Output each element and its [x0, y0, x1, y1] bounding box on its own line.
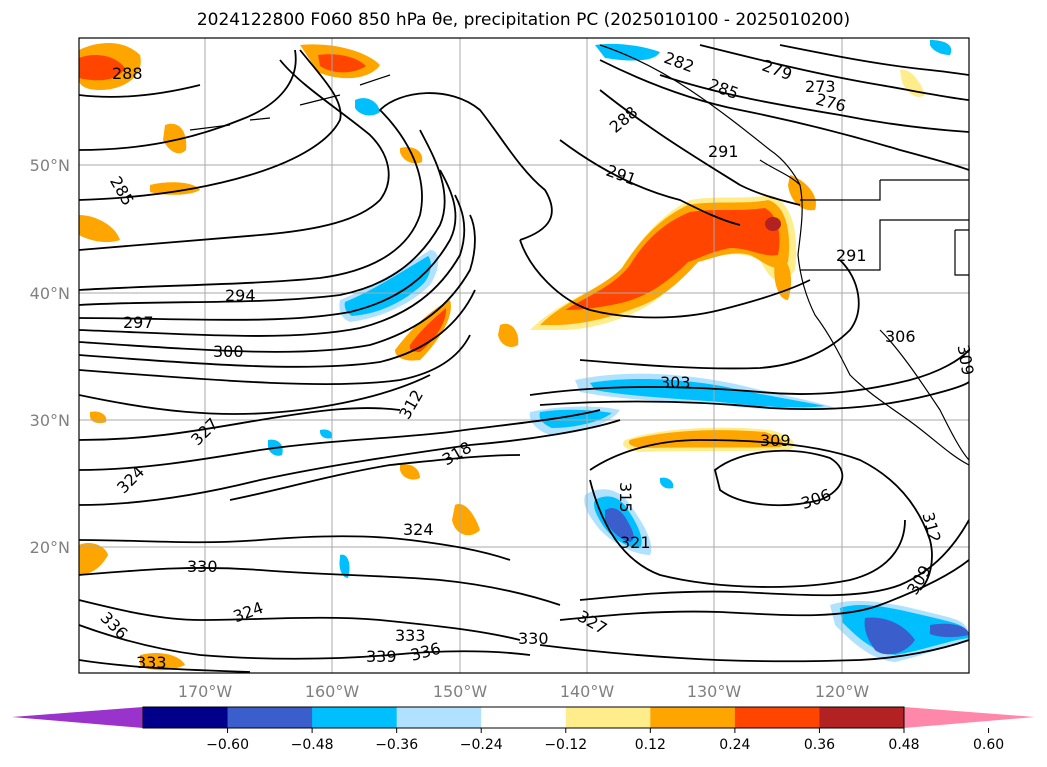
map-title: 2024122800 F060 850 hPa θe, precipitatio… — [196, 10, 851, 30]
colorbar-cells — [143, 707, 905, 728]
theta-e-contours — [79, 44, 969, 673]
contour-label: 288 — [112, 64, 143, 83]
colorbar-extend-low — [12, 707, 143, 728]
lat-tick-30: 30°N — [30, 411, 70, 430]
contour-label: 324 — [403, 520, 434, 539]
contour-label: 339 — [366, 647, 397, 666]
contour-label: 309 — [760, 431, 791, 450]
colorbar-cell — [481, 707, 567, 728]
colorbar-cell — [819, 707, 905, 728]
colorbar-tick-label: −0.12 — [544, 737, 587, 753]
lon-tick-160: 160°W — [305, 682, 360, 701]
lat-tick-50: 50°N — [30, 156, 70, 175]
contour-label: 333 — [395, 626, 426, 645]
lon-tick-150: 150°W — [433, 682, 488, 701]
colorbar-extend-high — [904, 707, 1035, 728]
colorbar-tick-label: −0.60 — [206, 737, 249, 753]
colorbar: −0.60 −0.48 −0.36 −0.24 −0.12 0.12 0.24 0.36 0.4… — [12, 706, 1035, 753]
lat-tick-40: 40°N — [30, 284, 70, 303]
contour-label: 303 — [660, 373, 691, 392]
contour-label: 291 — [708, 142, 739, 161]
contour-label: 300 — [213, 342, 244, 361]
colorbar-tick-label: −0.48 — [291, 737, 334, 753]
contour-label: 330 — [518, 629, 549, 648]
contour-label: 291 — [836, 246, 867, 265]
colorbar-cell — [565, 707, 651, 728]
colorbar-cell — [650, 707, 736, 728]
colorbar-tick-label: −0.24 — [460, 737, 503, 753]
contour-label: 306 — [885, 327, 916, 346]
colorbar-cell — [312, 707, 398, 728]
contour-label: 315 — [616, 482, 635, 513]
colorbar-tick-label: −0.36 — [375, 737, 418, 753]
colorbar-tick-label: 0.48 — [888, 737, 919, 753]
precip-shading — [79, 40, 969, 671]
colorbar-cell — [143, 707, 229, 728]
lon-tick-170: 170°W — [178, 682, 233, 701]
colorbar-cell — [734, 707, 820, 728]
colorbar-cell — [227, 707, 313, 728]
contour-label: 333 — [136, 653, 167, 672]
colorbar-tick-label: 0.24 — [719, 737, 750, 753]
coastlines — [189, 44, 969, 466]
contour-label: 321 — [620, 533, 651, 552]
colorbar-tick-label: 0.60 — [973, 737, 1004, 753]
colorbar-ticks: −0.60 −0.48 −0.36 −0.24 −0.12 0.12 0.24 0.36 0.4… — [206, 728, 1004, 753]
colorbar-tick-label: 0.36 — [804, 737, 835, 753]
contour-label: 294 — [225, 286, 256, 305]
contour-label: 273 — [805, 77, 836, 96]
lon-tick-130: 130°W — [687, 682, 742, 701]
graticule — [79, 38, 969, 673]
contour-label: 297 — [123, 313, 154, 332]
longitude-ticks: 170°W 160°W 150°W 140°W 130°W 120°W — [178, 682, 870, 701]
contour-label: 330 — [187, 557, 218, 576]
map-content — [79, 38, 969, 673]
map-panel — [79, 38, 969, 673]
map-frame — [78, 37, 970, 674]
lon-tick-140: 140°W — [560, 682, 615, 701]
latitude-ticks: 50°N 40°N 30°N 20°N — [30, 156, 70, 557]
colorbar-frame — [142, 706, 905, 729]
colorbar-tick-label: 0.12 — [635, 737, 666, 753]
colorbar-cell — [396, 707, 482, 728]
lat-tick-20: 20°N — [30, 538, 70, 557]
lon-tick-120: 120°W — [815, 682, 870, 701]
